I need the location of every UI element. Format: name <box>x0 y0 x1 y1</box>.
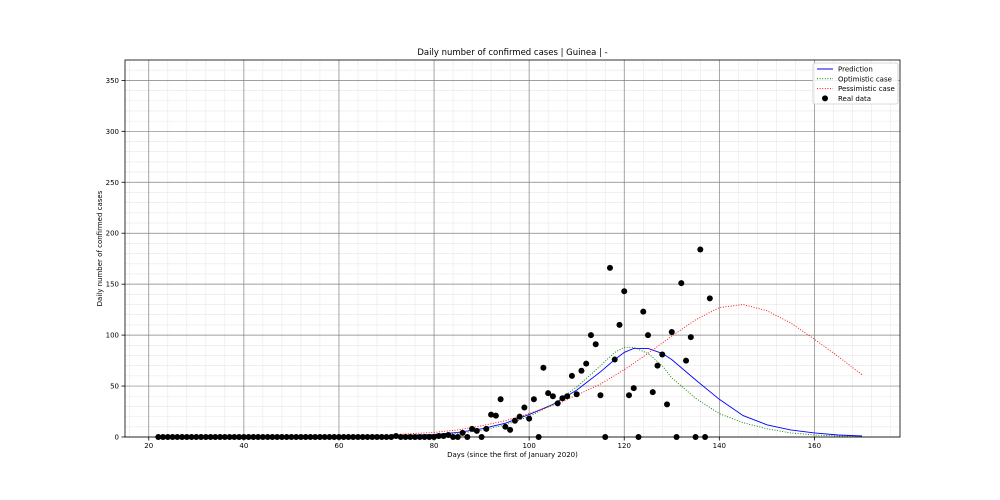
real-data-point <box>621 288 628 295</box>
y-tick-label: 0 <box>115 434 119 442</box>
y-tick-label: 50 <box>110 383 119 391</box>
real-data-point <box>483 425 490 432</box>
legend-label-optimistic-case: Optimistic case <box>838 75 892 83</box>
real-data-point <box>687 334 694 341</box>
real-data-point <box>497 396 504 403</box>
real-data-point <box>521 404 528 411</box>
legend-marker-real-data <box>822 95 828 102</box>
real-data-point <box>654 362 661 369</box>
real-data-point <box>526 415 533 422</box>
minor-gridlines <box>125 59 900 437</box>
real-data-point <box>507 426 514 433</box>
x-tick-label: 100 <box>522 442 535 450</box>
y-tick-label: 100 <box>106 332 119 340</box>
x-tick-label: 60 <box>334 442 343 450</box>
real-data-point <box>445 431 452 438</box>
real-data-point <box>664 401 671 408</box>
legend-label-real-data: Real data <box>838 95 871 103</box>
real-data-point <box>473 427 480 434</box>
real-data-point <box>578 367 585 374</box>
chart-title: Daily number of confirmed cases | Guinea… <box>417 48 607 58</box>
real-data-point <box>592 341 599 348</box>
real-data-point <box>545 390 552 397</box>
y-tick-label: 200 <box>106 230 119 238</box>
real-data-point <box>511 417 518 424</box>
real-data-point <box>488 411 495 418</box>
pessimistic-case-line <box>158 304 863 438</box>
y-tick-label: 350 <box>106 77 119 85</box>
real-data-point <box>583 360 590 367</box>
real-data-point <box>611 356 618 363</box>
x-tick-label: 20 <box>144 442 153 450</box>
real-data-point <box>502 423 509 430</box>
real-data-point <box>564 393 571 400</box>
real-data-points <box>155 246 713 440</box>
real-data-point <box>469 425 476 432</box>
real-data-point <box>606 264 613 271</box>
real-data-point <box>540 364 547 371</box>
x-tick-label: 140 <box>713 442 726 450</box>
real-data-point <box>616 321 623 328</box>
x-tick-label: 40 <box>239 442 248 450</box>
real-data-point <box>706 295 713 302</box>
real-data-point <box>697 246 704 253</box>
real-data-point <box>678 280 685 287</box>
legend-box <box>812 62 899 105</box>
y-axis-ticks: 0 50 100 150 200 250 300 350 <box>106 77 125 442</box>
x-axis-title: Days (since the first of January 2020) <box>447 451 578 459</box>
real-data-point <box>587 332 594 339</box>
real-data-point <box>645 332 652 339</box>
real-data-point <box>435 432 442 439</box>
real-data-point <box>459 429 466 436</box>
real-data-point <box>440 432 447 439</box>
legend-label-pessimistic-case: Pessimistic case <box>838 85 895 93</box>
real-data-point <box>649 389 656 396</box>
real-data-point <box>559 395 566 402</box>
real-data-point <box>549 393 556 400</box>
real-data-point <box>630 385 637 392</box>
legend-label-prediction: Prediction <box>838 66 873 74</box>
real-data-point <box>530 396 537 403</box>
real-data-point <box>597 392 604 399</box>
x-axis-ticks: 20 40 60 80 100 120 140 160 <box>144 437 821 450</box>
real-data-point <box>393 432 400 439</box>
real-data-point <box>640 308 647 315</box>
real-data-point <box>554 400 561 407</box>
real-data-point <box>625 392 632 399</box>
x-tick-label: 160 <box>808 442 821 450</box>
x-tick-label: 80 <box>430 442 439 450</box>
y-tick-label: 300 <box>106 128 119 136</box>
plot-area-frame <box>124 59 901 438</box>
real-data-point <box>516 413 523 420</box>
real-data-point <box>573 391 580 398</box>
real-data-point <box>668 329 675 336</box>
real-data-point <box>492 412 499 419</box>
real-data-point <box>568 372 575 379</box>
y-axis-title: Daily number of confirmed cases <box>96 190 104 306</box>
real-data-point <box>659 351 666 358</box>
y-tick-label: 250 <box>106 179 119 187</box>
x-tick-label: 120 <box>618 442 631 450</box>
major-gridlines <box>125 60 900 438</box>
y-tick-label: 150 <box>106 281 119 289</box>
real-data-point <box>683 357 690 364</box>
